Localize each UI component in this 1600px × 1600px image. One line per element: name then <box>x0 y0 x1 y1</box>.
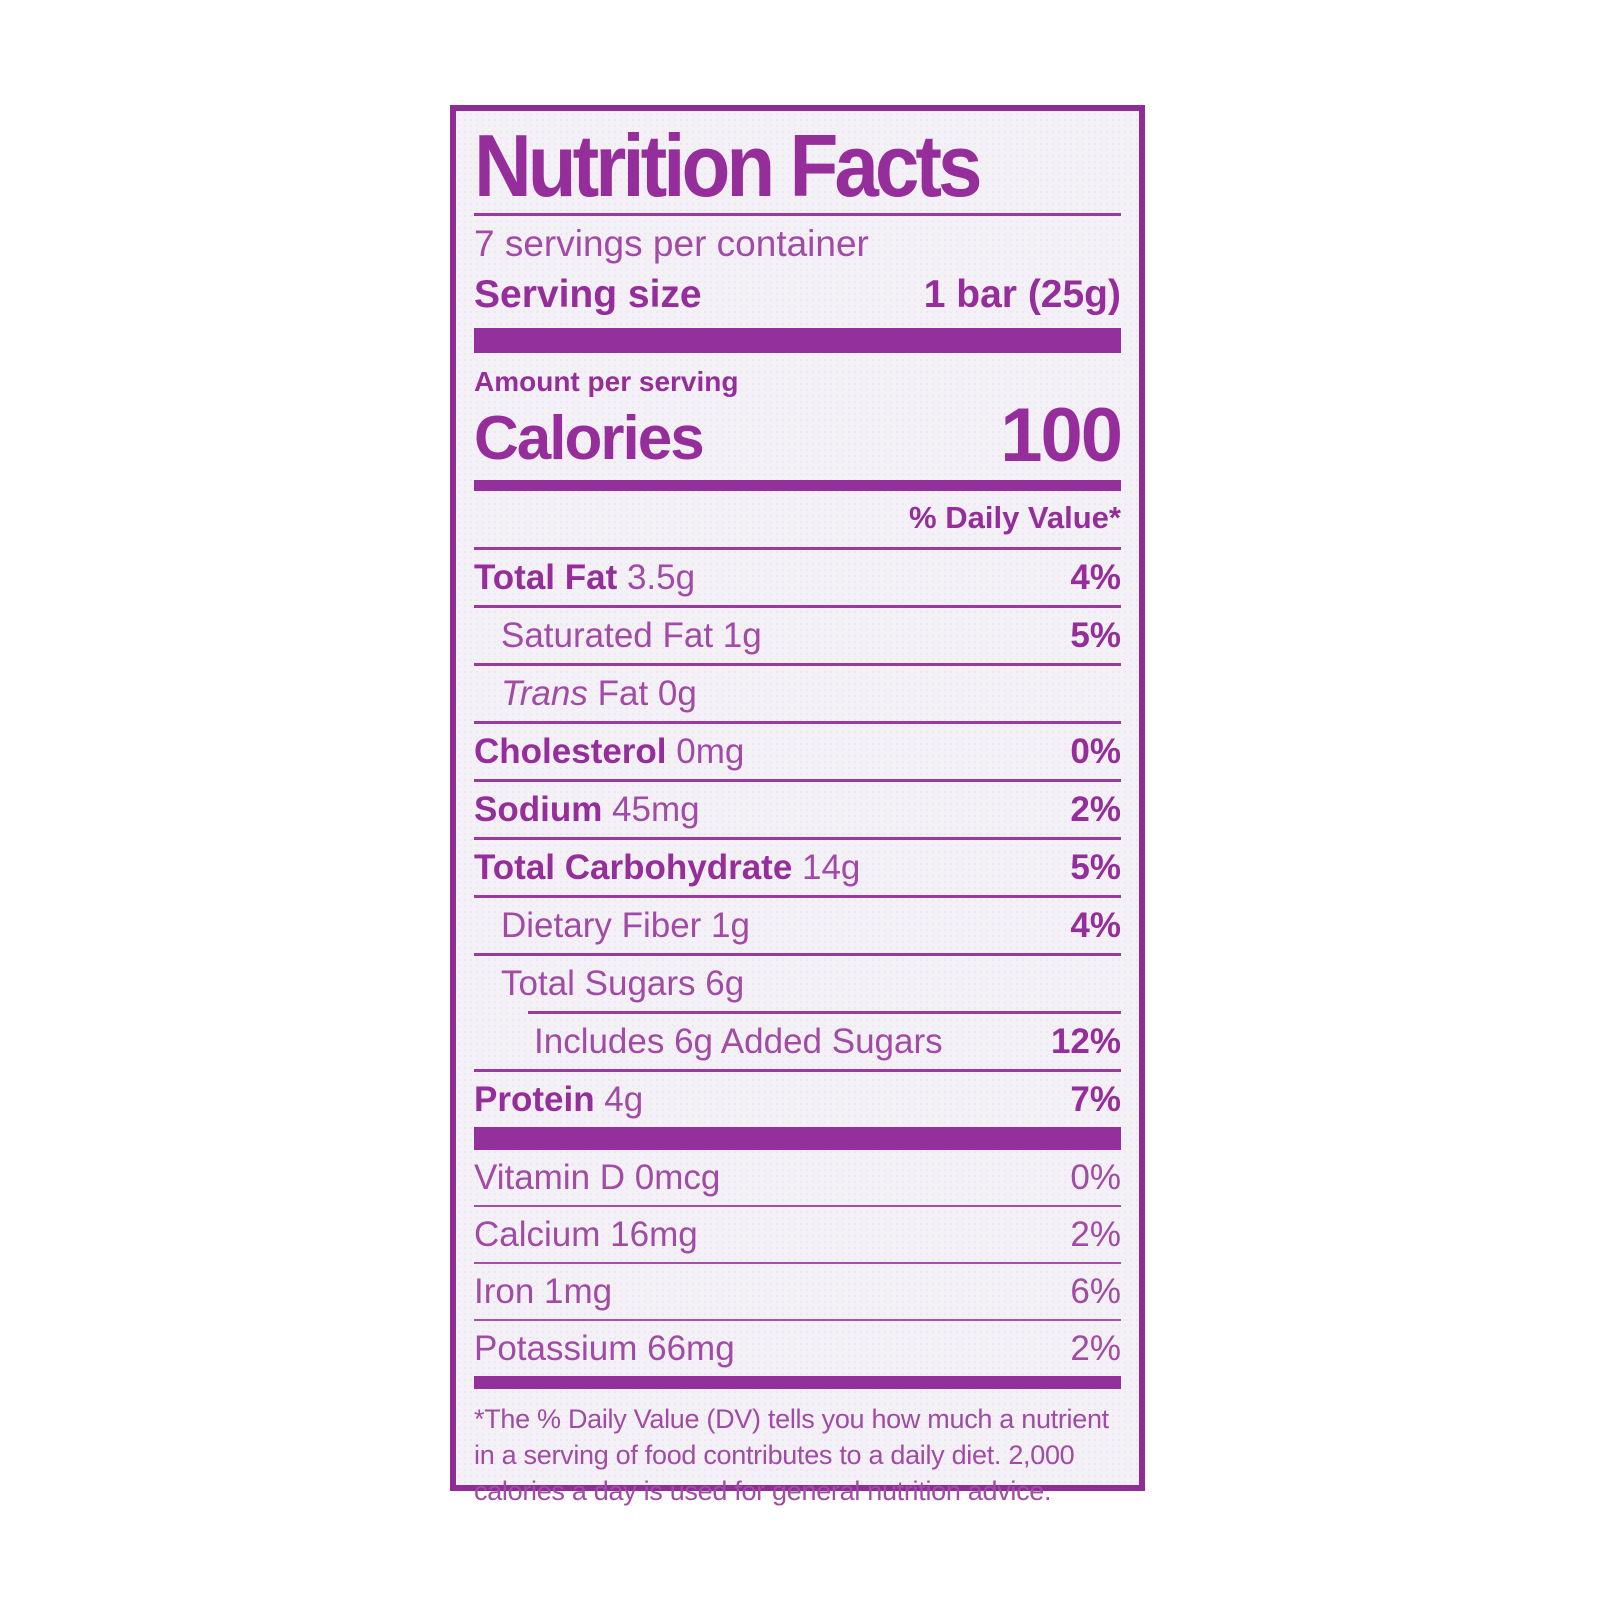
vitamin-row-calcium: Calcium 16mg 2% <box>474 1205 1121 1262</box>
nutrient-row-trans-fat: Trans Fat 0g <box>474 663 1121 721</box>
servings-per-container: 7 servings per container <box>474 223 869 264</box>
vitamin-row-vitamin-d: Vitamin D 0mcg 0% <box>474 1150 1121 1205</box>
nutrient-row-protein: Protein 4g 7% <box>474 1069 1121 1127</box>
nutrient-row-total-fat: Total Fat 3.5g 4% <box>474 547 1121 605</box>
nutrient-name: Includes 6g Added Sugars <box>534 1021 943 1061</box>
nutrient-percent: 0% <box>1070 731 1121 771</box>
vitamin-percent: 2% <box>1070 1214 1121 1254</box>
nutrient-row-saturated-fat: Saturated Fat 1g 5% <box>474 605 1121 663</box>
nutrient-row-cholesterol: Cholesterol 0mg 0% <box>474 721 1121 779</box>
nutrient-name: Total Carbohydrate 14g <box>474 847 861 887</box>
calories-value: 100 <box>1000 393 1123 478</box>
indented-rule-added-sugars <box>528 1011 1121 1014</box>
nutrient-name: Dietary Fiber 1g <box>501 905 750 945</box>
nutrient-percent: 2% <box>1070 789 1121 829</box>
vitamin-percent: 6% <box>1070 1271 1121 1311</box>
nutrient-name: Total Sugars 6g <box>501 963 745 1003</box>
nutrient-percent: 12% <box>1050 1021 1121 1061</box>
vitamin-name: Potassium 66mg <box>474 1328 735 1368</box>
nutrient-name: Sodium 45mg <box>474 789 700 829</box>
nutrient-row-sodium: Sodium 45mg 2% <box>474 779 1121 837</box>
vitamin-row-iron: Iron 1mg 6% <box>474 1262 1121 1319</box>
daily-value-header: % Daily Value* <box>909 500 1121 535</box>
nutrient-percent: 5% <box>1070 615 1121 655</box>
vitamin-row-potassium: Potassium 66mg 2% <box>474 1319 1121 1376</box>
thick-separator-bar-top <box>474 328 1121 353</box>
nutrient-row-dietary-fiber: Dietary Fiber 1g 4% <box>474 895 1121 953</box>
vitamin-name: Vitamin D 0mcg <box>474 1157 721 1197</box>
nutrient-name: Saturated Fat 1g <box>501 615 762 655</box>
nutrient-percent: 4% <box>1070 557 1121 597</box>
nutrition-facts-title: Nutrition Facts <box>474 116 982 215</box>
vitamin-percent: 0% <box>1070 1157 1121 1197</box>
amount-per-serving-label: Amount per serving <box>474 366 739 397</box>
nutrient-percent: 5% <box>1070 847 1121 887</box>
nutrient-name: Total Fat 3.5g <box>474 557 696 597</box>
calories-row: Calories 100 <box>474 393 1123 478</box>
nutrient-name: Trans Fat 0g <box>501 673 697 713</box>
title-rule <box>474 213 1121 216</box>
thick-separator-bar-vitamins <box>474 1127 1121 1150</box>
nutrient-percent: 7% <box>1070 1079 1121 1119</box>
nutrient-row-added-sugars: Includes 6g Added Sugars 12% <box>474 1014 1121 1069</box>
vitamin-percent: 2% <box>1070 1328 1121 1368</box>
vitamin-name: Calcium 16mg <box>474 1214 698 1254</box>
serving-size-label: Serving size <box>474 273 702 316</box>
nutrient-percent: 4% <box>1070 905 1121 945</box>
nutrition-facts-label: Nutrition Facts 7 servings per container… <box>450 105 1145 1506</box>
nutrient-name: Cholesterol 0mg <box>474 731 745 771</box>
serving-size-value: 1 bar (25g) <box>923 273 1121 316</box>
nutrient-row-total-carbohydrate: Total Carbohydrate 14g 5% <box>474 837 1121 895</box>
daily-value-footnote: *The % Daily Value (DV) tells you how mu… <box>474 1404 1109 1506</box>
calories-label: Calories <box>474 404 705 473</box>
medium-separator-bar-calories <box>474 480 1121 491</box>
medium-separator-bar-footer <box>474 1376 1121 1389</box>
nutrient-name: Protein 4g <box>474 1079 644 1119</box>
serving-size-row: Serving size 1 bar (25g) <box>474 268 1121 328</box>
nutrient-row-total-sugars: Total Sugars 6g <box>474 953 1121 1011</box>
vitamin-name: Iron 1mg <box>474 1271 613 1311</box>
